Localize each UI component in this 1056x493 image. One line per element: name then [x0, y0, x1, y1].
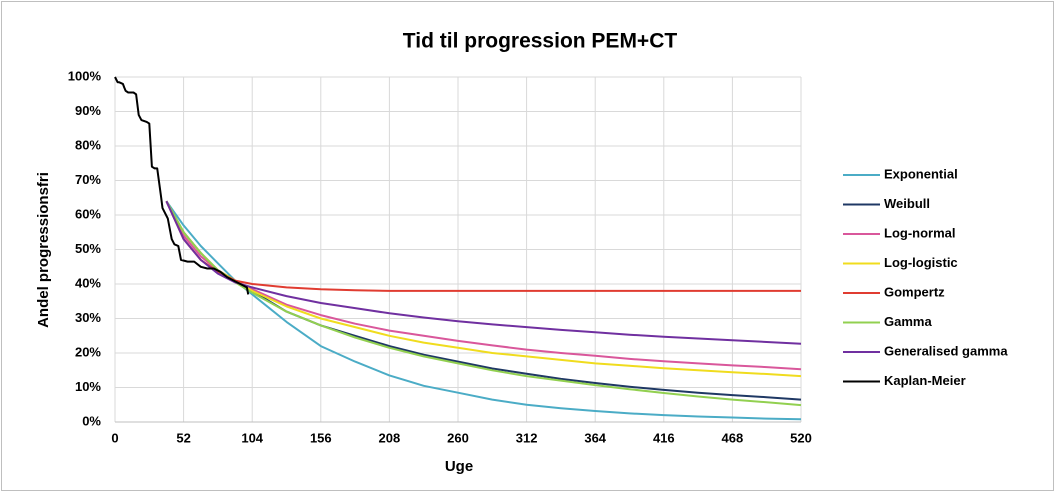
x-tick-label: 468 [722, 430, 744, 445]
series-line [165, 200, 802, 421]
y-tick-label: 10% [75, 379, 101, 394]
y-tick-label: 0% [82, 413, 101, 428]
x-tick-label: 416 [653, 430, 675, 445]
y-tick-label: 70% [75, 172, 101, 187]
y-tick-label: 50% [75, 241, 101, 256]
legend-label: Weibull [884, 196, 930, 211]
series-line [165, 200, 802, 345]
y-tick-label: 80% [75, 137, 101, 152]
chart-title: Tid til progression PEM+CT [403, 30, 678, 53]
legend-label: Gamma [884, 314, 932, 329]
x-tick-label: 520 [790, 430, 812, 445]
x-tick-label: 104 [241, 430, 263, 445]
x-tick-label: 312 [516, 430, 538, 445]
y-tick-label: 90% [75, 103, 101, 118]
legend-label: Kaplan-Meier [884, 373, 966, 388]
y-tick-label: 20% [75, 344, 101, 359]
y-tick-label: 40% [75, 275, 101, 290]
series-line [114, 76, 250, 295]
y-tick-label: 30% [75, 310, 101, 325]
y-axis-label: Andel progressionsfri [35, 172, 52, 328]
x-axis-label: Uge [445, 458, 473, 475]
x-tick-label: 0 [111, 430, 118, 445]
legend-label: Log-logistic [884, 255, 958, 270]
x-tick-label: 52 [176, 430, 190, 445]
x-tick-label: 364 [584, 430, 606, 445]
x-tick-label: 156 [310, 430, 332, 445]
x-tick-label: 208 [379, 430, 401, 445]
y-tick-label: 60% [75, 206, 101, 221]
x-tick-label: 260 [447, 430, 469, 445]
legend-label: Gompertz [884, 284, 945, 299]
legend-label: Generalised gamma [884, 343, 1008, 358]
y-tick-label: 100% [68, 68, 102, 83]
legend-label: Log-normal [884, 225, 956, 240]
legend-label: Exponential [884, 166, 958, 181]
